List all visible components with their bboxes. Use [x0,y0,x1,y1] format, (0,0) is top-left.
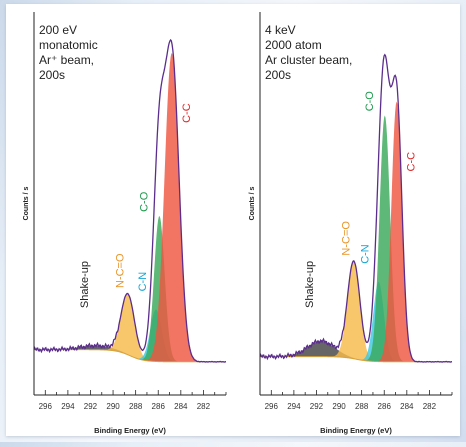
peak-label-c-c: C-C [181,103,193,123]
x-axis-title: Binding Energy (eV) [320,426,392,435]
x-tick-label: 290 [106,402,120,411]
x-tick-label: 294 [287,402,301,411]
peak-label-n-c-o: N-C=O [115,253,127,288]
annotation-line: 2000 atom [265,38,322,52]
y-axis-title: Counts / s [23,186,30,220]
peak-label-shake-up: Shake-up [304,261,316,308]
annotation-line: 200s [265,68,291,82]
peak-label-c-o: C-O [364,91,376,112]
peak-n-c-o-area [260,261,452,362]
x-axis-title: Binding Energy (eV) [94,426,166,435]
x-tick-label: 284 [174,402,188,411]
annotation-line: monatomic [39,38,98,52]
annotation-line: 4 keV [265,23,296,37]
peak-c-c-area [34,53,226,362]
x-tick-label: 282 [423,402,437,411]
x-tick-label: 292 [310,402,324,411]
x-tick-label: 296 [265,402,279,411]
peak-label-c-c: C-C [406,152,418,172]
x-tick-label: 286 [378,402,392,411]
panel-1: 296 294 292 290 288 286 284 282 Binding Energy (… [23,12,227,435]
envelope-line [259,53,453,363]
annotation-line: Ar⁺ beam, [39,53,94,67]
y-axis-title: Counts / s [249,186,256,220]
annotation-line: Ar cluster beam, [265,53,352,67]
peak-label-c-o: C-O [138,191,150,212]
annotation-line: 200s [39,68,65,82]
x-tick-label: 284 [400,402,414,411]
peak-c-c-area [260,101,452,362]
x-tick-label: 290 [332,402,346,411]
peak-label-c-n: C-N [137,272,149,292]
envelope-line [33,38,227,363]
x-tick-label: 292 [84,402,98,411]
peak-n-c-o-area [34,294,226,362]
x-tick-label: 288 [355,402,369,411]
x-tick-label: 294 [61,402,75,411]
peak-label-shake-up: Shake-up [79,261,91,308]
panel-2: 296 294 292 290 288 286 284 282 Binding Energy (… [249,12,453,435]
x-tick-label: 288 [129,402,143,411]
annotation-line: 200 eV [39,23,77,37]
peak-label-c-n: C-N [360,244,372,264]
x-tick-label: 282 [197,402,211,411]
peak-label-n-c-o: N-C=O [341,221,353,256]
x-tick-label: 286 [152,402,166,411]
x-tick-label: 296 [39,402,53,411]
